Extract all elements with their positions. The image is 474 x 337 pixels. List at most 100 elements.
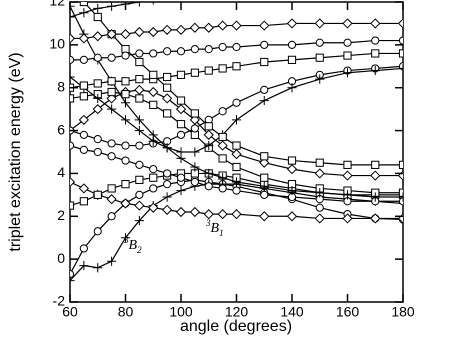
x-axis-title: angle (degrees) [180,318,292,335]
marker [315,188,325,198]
marker [203,129,214,140]
marker [70,33,76,44]
marker [106,93,117,104]
marker [218,184,227,193]
marker [260,85,269,94]
marker [70,176,76,188]
marker [370,65,380,76]
marker [287,55,297,64]
marker [121,180,130,189]
marker [134,215,144,226]
marker [152,2,154,5]
marker [398,49,403,58]
marker [203,22,214,33]
marker [107,2,117,11]
y-tick-label: 2 [57,207,65,223]
marker [176,120,186,129]
marker [315,203,324,212]
marker [93,227,102,236]
marker [70,55,75,64]
x-tick-label: 120 [225,304,249,320]
marker [259,211,270,222]
marker [314,18,325,29]
marker [93,79,102,88]
marker [79,8,89,18]
marker [78,183,89,194]
marker [315,53,324,62]
marker [260,40,269,49]
marker [163,109,172,118]
marker [259,157,270,168]
marker [107,77,116,86]
marker [190,124,199,133]
marker [121,141,130,150]
marker [106,29,117,40]
annotation-text: B [129,238,138,253]
marker [134,200,145,211]
marker [232,141,241,150]
marker [78,114,89,125]
marker [232,98,241,107]
marker [163,72,172,82]
marker [232,42,241,52]
marker [79,92,88,101]
marker [70,12,75,22]
marker [121,77,130,86]
marker [315,158,324,167]
y-tick-label: 6 [57,121,65,137]
marker [189,114,200,125]
marker [93,147,102,157]
marker [79,130,88,139]
marker [259,95,269,106]
marker [204,182,213,191]
marker [287,83,297,93]
marker [163,47,172,56]
marker [286,164,298,175]
marker [93,93,103,104]
y-tick-label: 0 [57,250,65,266]
marker [398,63,403,74]
marker [93,53,102,62]
marker [232,162,241,172]
marker [135,49,144,58]
marker [149,165,158,174]
x-tick-label: 80 [118,304,134,320]
marker [260,152,269,161]
annotation-sup: 3 [205,218,211,228]
marker [120,233,131,243]
marker [232,186,241,195]
marker [176,173,186,182]
marker [204,122,213,131]
marker [204,66,213,75]
annotation-text: B [211,221,220,236]
marker [93,190,102,199]
marker [371,160,380,169]
marker [120,198,131,209]
marker [190,109,199,118]
marker [231,209,242,220]
marker [397,18,403,29]
marker [287,156,297,165]
marker [343,38,352,47]
annotation-sub: 1 [219,228,224,238]
marker [398,36,403,45]
marker [93,12,102,22]
x-tick-label: 160 [336,304,360,320]
marker [162,192,172,202]
marker [343,51,352,60]
marker [370,192,380,202]
marker [107,104,117,114]
marker [190,45,199,54]
marker [134,2,144,7]
marker [217,20,228,31]
marker [314,213,325,224]
marker [371,36,380,45]
y-tick-label: -2 [53,293,66,309]
marker [107,184,116,193]
marker [79,145,88,154]
marker [79,2,88,7]
marker [287,40,297,49]
marker [93,263,103,273]
marker [342,170,353,181]
marker [134,84,145,95]
